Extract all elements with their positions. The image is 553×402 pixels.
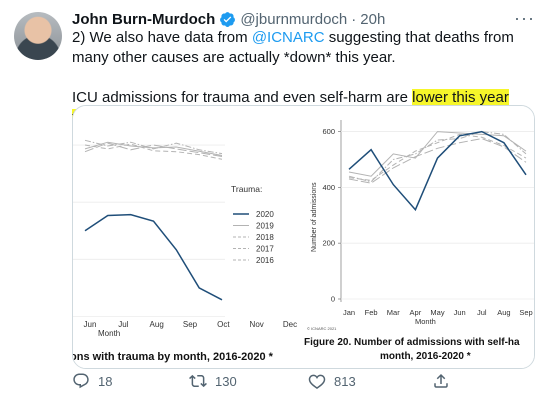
legend-label: 2019	[256, 222, 274, 231]
series-line-2020	[84, 213, 223, 301]
share-icon	[434, 373, 448, 388]
x-tick-label: Jun	[454, 308, 466, 317]
right-xlabel: Month	[415, 317, 436, 326]
tweet-actions: 18 130 813	[72, 372, 472, 392]
series-line-2018	[348, 133, 527, 181]
x-tick-label: Aug	[150, 320, 164, 329]
self-harm-chart-image[interactable]: 0 200 400 600 Jan Feb Mar Apr May Jun Jul Aug Sep N…	[301, 106, 534, 368]
media-divider	[299, 106, 301, 368]
para1-suffix: suggesting that deaths from many other c…	[72, 29, 514, 66]
x-tick-label: Jan	[343, 308, 355, 317]
x-tick-label: Oct	[217, 320, 230, 329]
series-line-2016	[84, 142, 223, 157]
x-tick-label: Nov	[250, 320, 264, 329]
left-gridlines	[73, 144, 225, 317]
legend-label: 2016	[256, 256, 274, 265]
y-tick-label: 0	[331, 295, 335, 304]
series-line-2016	[348, 138, 527, 184]
tweet-header: John Burn-Murdoch @jburnmurdoch · 20h	[72, 9, 385, 29]
series-line-2017	[348, 131, 527, 183]
share-button[interactable]	[432, 372, 450, 390]
series-line-2019	[84, 141, 223, 156]
x-tick-label: Apr	[410, 308, 422, 317]
reply-button[interactable]: 18	[72, 372, 112, 390]
self-harm-chart: 0 200 400 600 Jan Feb Mar Apr May Jun Jul Aug Sep N…	[304, 120, 534, 362]
x-tick-label: Sep	[519, 308, 532, 317]
x-tick-label: May	[430, 308, 444, 317]
retweet-icon	[189, 374, 207, 388]
more-options-icon[interactable]: ···	[514, 8, 535, 28]
x-tick-label: Mar	[387, 308, 400, 317]
header-separator: ·	[351, 10, 357, 28]
left-x-ticks: Jun Jul Aug Sep Oct Nov Dec	[84, 320, 298, 329]
retweet-button[interactable]: 130	[189, 372, 237, 390]
y-tick-label: 200	[322, 239, 335, 248]
y-tick-label: 600	[322, 127, 335, 136]
right-x-ticks: Jan Feb Mar Apr May Jun Jul Aug Sep	[343, 308, 533, 317]
left-xlabel: Month	[98, 329, 120, 338]
x-tick-label: Jun	[84, 320, 97, 329]
like-button[interactable]: 813	[308, 372, 356, 390]
x-tick-label: Jul	[477, 308, 487, 317]
reply-icon	[73, 373, 89, 389]
verified-badge-icon	[220, 11, 236, 27]
avatar[interactable]	[14, 12, 62, 60]
legend-label: 2020	[256, 210, 274, 219]
author-handle[interactable]: @jburnmurdoch	[240, 10, 348, 28]
right-footnote: © ICNARC 2021	[307, 326, 337, 331]
y-tick-label: 400	[322, 183, 335, 192]
trauma-chart: Jun Jul Aug Sep Oct Nov Dec Month Trauma: 2020…	[73, 139, 298, 363]
x-tick-label: Sep	[183, 320, 198, 329]
para2-prefix: ICU admissions for trauma and even self-…	[72, 89, 413, 106]
left-legend: 2020 2019 2018 2017 2016	[233, 210, 274, 265]
right-series-lines	[348, 130, 527, 212]
like-count: 813	[334, 373, 356, 389]
right-gridlines	[341, 131, 534, 300]
x-tick-label: Jul	[118, 320, 128, 329]
series-line-2017	[84, 139, 223, 155]
heart-icon	[308, 374, 326, 389]
legend-title: Trauma:	[231, 184, 262, 194]
right-caption-line1: Figure 20. Number of admissions with sel…	[304, 337, 520, 348]
series-line-2018	[84, 143, 223, 160]
tweet-paragraph-1: 2) We also have data from @ICNARC sugges…	[72, 28, 534, 68]
legend-label: 2017	[256, 245, 274, 254]
x-tick-label: Dec	[283, 320, 297, 329]
left-caption: ons with trauma by month, 2016-2020 *	[73, 351, 274, 363]
series-line-2020	[348, 130, 527, 212]
tweet-timestamp[interactable]: 20h	[360, 10, 386, 28]
x-tick-label: Feb	[365, 308, 378, 317]
para1-prefix: 2) We also have data from	[72, 29, 252, 46]
series-line-2019	[348, 131, 527, 177]
right-ylabel: Number of admissions	[311, 182, 318, 252]
tweet-media[interactable]: Jun Jul Aug Sep Oct Nov Dec Month Trauma: 2020…	[72, 105, 535, 369]
retweet-count: 130	[215, 373, 237, 389]
trauma-chart-image[interactable]: Jun Jul Aug Sep Oct Nov Dec Month Trauma: 2020…	[73, 106, 299, 368]
mention-link[interactable]: @ICNARC	[251, 29, 325, 46]
legend-label: 2018	[256, 233, 274, 242]
right-y-ticks: 0 200 400 600	[322, 127, 341, 304]
right-caption-line2: month, 2016-2020 *	[380, 351, 471, 362]
reply-count: 18	[98, 373, 113, 389]
left-series-lines	[84, 139, 223, 301]
x-tick-label: Aug	[497, 308, 510, 317]
author-name[interactable]: John Burn-Murdoch	[72, 10, 216, 28]
